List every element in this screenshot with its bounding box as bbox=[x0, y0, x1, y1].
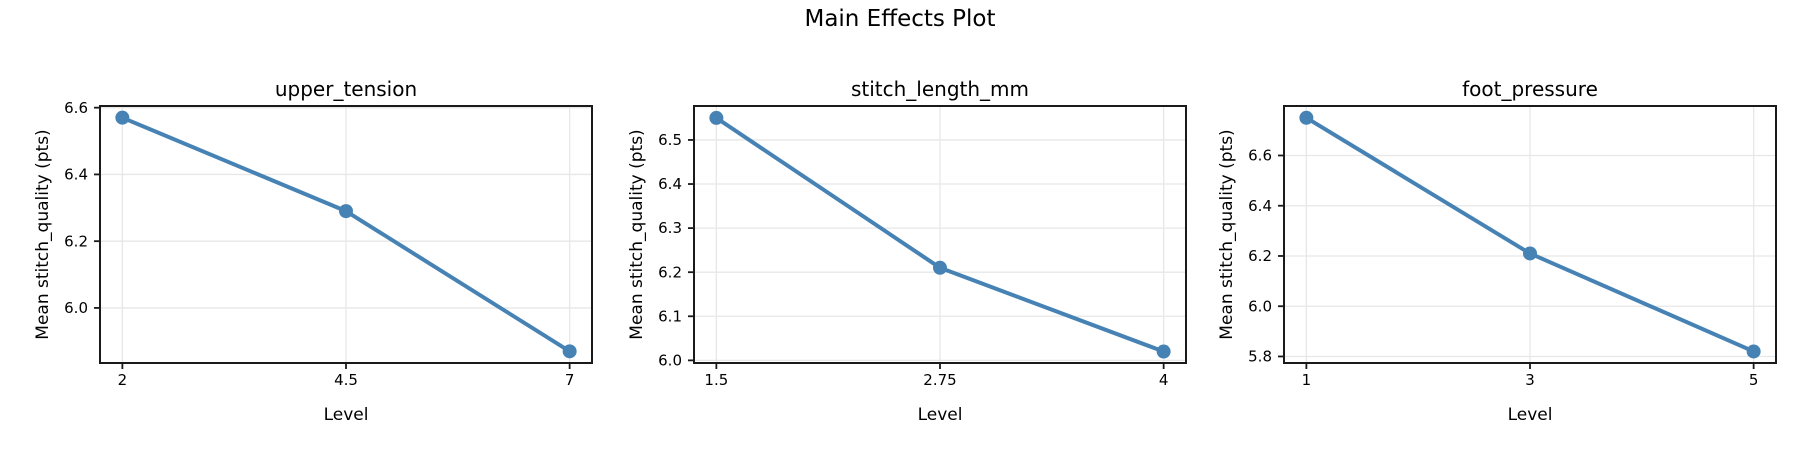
data-point bbox=[1523, 246, 1537, 261]
y-axis-label: Mean stitch_quality (pts) bbox=[627, 129, 647, 339]
y-tick-label: 6.0 bbox=[64, 299, 88, 317]
x-tick-label: 1 bbox=[1302, 371, 1312, 389]
panel-title: foot_pressure bbox=[1462, 77, 1598, 101]
y-tick-label: 6.5 bbox=[658, 131, 682, 149]
panel-foot_pressure: 1 3 5 5.8 6.0 6.2 6.4 6.6 foot_pressure Level Mean… bbox=[1217, 77, 1777, 425]
panel-title: stitch_length_mm bbox=[851, 77, 1029, 101]
x-tick-label: 5 bbox=[1749, 371, 1759, 389]
x-tick-label: 2 bbox=[118, 371, 128, 389]
figure-title: Main Effects Plot bbox=[804, 6, 996, 32]
y-tick-label: 5.8 bbox=[1248, 348, 1272, 366]
panel-stitch_length_mm: 1.5 2.75 4 6.0 6.1 6.2 6.3 6.4 6.5 stitch_length_… bbox=[627, 77, 1187, 425]
y-tick-label: 6.3 bbox=[658, 219, 682, 237]
axes-spines bbox=[1283, 105, 1777, 364]
x-axis-label: Level bbox=[324, 405, 369, 425]
y-tick-label: 6.6 bbox=[64, 99, 88, 117]
y-tick-label: 6.1 bbox=[658, 307, 682, 325]
x-tick-label: 3 bbox=[1525, 371, 1535, 389]
x-tick-label: 1.5 bbox=[704, 371, 728, 389]
x-tick-label: 4.5 bbox=[334, 371, 358, 389]
x-tick-label: 7 bbox=[565, 371, 575, 389]
panel-upper_tension: 2 4.5 7 6.0 6.2 6.4 6.6 upper_tension Level Mean … bbox=[33, 77, 593, 425]
panel-title: upper_tension bbox=[275, 77, 417, 101]
y-tick-label: 6.4 bbox=[64, 166, 88, 184]
data-point bbox=[115, 110, 130, 125]
y-tick-label: 6.4 bbox=[1248, 197, 1272, 215]
data-point bbox=[1746, 344, 1761, 359]
y-tick-label: 6.0 bbox=[1248, 297, 1272, 315]
data-point bbox=[562, 344, 577, 359]
x-axis-label: Level bbox=[918, 405, 963, 425]
y-axis-label: Mean stitch_quality (pts) bbox=[33, 129, 53, 339]
data-point bbox=[709, 110, 724, 125]
y-tick-label: 6.2 bbox=[1248, 247, 1272, 265]
x-axis-label: Level bbox=[1508, 405, 1553, 425]
axes-spines bbox=[693, 105, 1187, 364]
data-point bbox=[339, 204, 353, 219]
y-tick-label: 6.4 bbox=[658, 175, 682, 193]
data-point bbox=[1299, 110, 1314, 125]
axes-spines bbox=[99, 105, 593, 364]
y-tick-label: 6.0 bbox=[658, 351, 682, 369]
y-tick-label: 6.2 bbox=[658, 263, 682, 281]
data-point bbox=[1156, 344, 1171, 359]
y-tick-label: 6.6 bbox=[1248, 147, 1272, 165]
y-axis-label: Mean stitch_quality (pts) bbox=[1217, 129, 1237, 339]
x-tick-label: 4 bbox=[1159, 371, 1169, 389]
data-point bbox=[933, 260, 947, 275]
x-tick-label: 2.75 bbox=[923, 371, 956, 389]
y-tick-label: 6.2 bbox=[64, 232, 88, 250]
